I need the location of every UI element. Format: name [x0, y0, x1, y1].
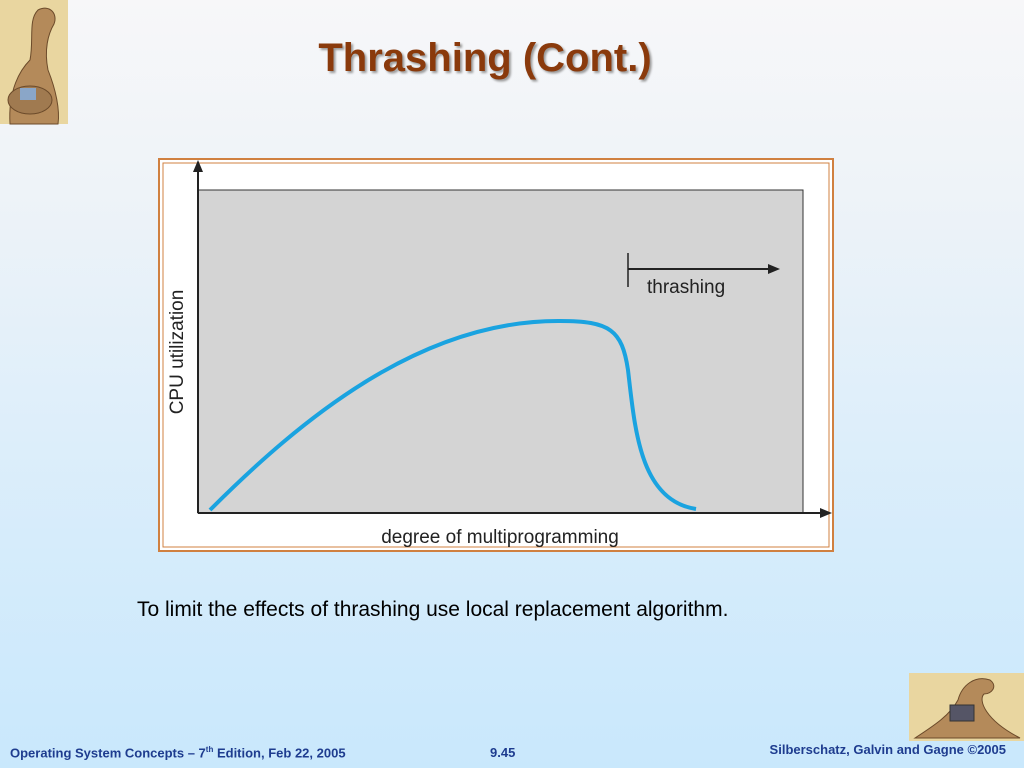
footer-sup: th — [205, 745, 214, 754]
footer-center: 9.45 — [490, 745, 516, 760]
logo-bottom — [909, 673, 1024, 741]
y-axis-label: CPU utilization — [167, 290, 188, 415]
footer-right: Silberschatz, Galvin and Gagne ©2005 — [769, 742, 1006, 757]
annotation: thrashing — [647, 277, 725, 298]
footer-text: Operating System Concepts – 7 — [10, 745, 206, 761]
footer-text: Edition, Feb 22, 2005 — [213, 745, 346, 761]
logo-top — [0, 0, 68, 125]
x-axis-label: degree of multiprogramming — [381, 527, 619, 548]
body-text: To limit the effects of thrashing use lo… — [137, 598, 729, 621]
title: Thrashing (Cont.) — [318, 36, 652, 80]
footer-left: Operating System Concepts – 7th Edition,… — [10, 745, 346, 760]
diagram: thrashing degree of multiprogramming CPU… — [158, 158, 834, 552]
